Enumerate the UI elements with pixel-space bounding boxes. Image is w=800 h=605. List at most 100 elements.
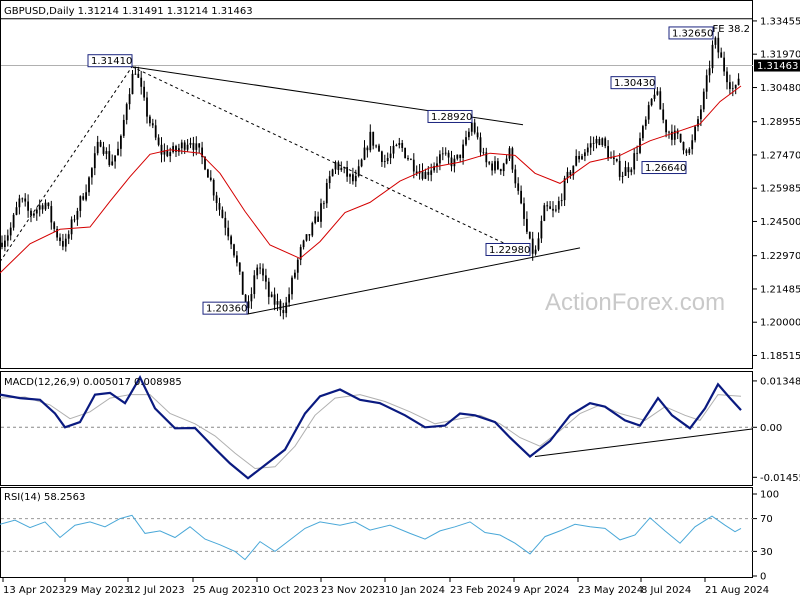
x-tick-label: 23 Nov 2023 bbox=[321, 585, 385, 596]
candle-body bbox=[76, 210, 79, 220]
candle-body bbox=[279, 301, 282, 310]
candle-body bbox=[143, 86, 145, 98]
candle-body bbox=[18, 198, 21, 208]
candle-body bbox=[105, 151, 108, 154]
candle-body bbox=[462, 144, 464, 159]
candle-body bbox=[494, 161, 496, 171]
candle-body bbox=[673, 130, 676, 140]
candle-body bbox=[349, 174, 351, 177]
price-header: GBPUSD,Daily 1.31214 1.31491 1.31214 1.3… bbox=[4, 6, 253, 17]
x-tick-label: 21 Aug 2024 bbox=[705, 585, 769, 596]
candle-body bbox=[323, 203, 325, 205]
candle-body bbox=[157, 137, 160, 145]
candle-body bbox=[15, 207, 18, 215]
candle-body bbox=[215, 195, 218, 204]
candle-body bbox=[288, 294, 290, 303]
candle-body bbox=[169, 152, 172, 157]
candle-body bbox=[468, 131, 470, 138]
candle-body bbox=[540, 220, 543, 239]
fib-label: FE 38.2 bbox=[712, 24, 750, 35]
candle-body bbox=[386, 158, 389, 162]
candle-body bbox=[59, 237, 61, 242]
candle-body bbox=[578, 155, 580, 160]
macd-header: MACD(12,26,9) 0.005017 0.008985 bbox=[4, 377, 182, 388]
candle-body bbox=[476, 132, 479, 138]
candle-body bbox=[526, 218, 528, 232]
candle-body bbox=[688, 149, 691, 154]
candle-body bbox=[308, 234, 311, 236]
macd-trendline bbox=[534, 428, 753, 457]
candle-body bbox=[598, 138, 601, 146]
candle-body bbox=[166, 150, 169, 157]
candle-body bbox=[134, 73, 137, 75]
trendline bbox=[131, 66, 531, 256]
x-tick-label: 29 May 2023 bbox=[65, 585, 130, 596]
candle-body bbox=[302, 240, 305, 248]
x-tick-label: 10 Oct 2023 bbox=[257, 585, 319, 596]
candle-body bbox=[24, 198, 27, 202]
candle-body bbox=[259, 267, 261, 269]
candle-body bbox=[140, 77, 143, 87]
candle-body bbox=[114, 155, 116, 162]
candle-body bbox=[691, 140, 694, 150]
price-panel: 1.33455 1.31970 1.30480 1.28955 1.27470 1.259… bbox=[0, 16, 800, 362]
candle-body bbox=[459, 154, 462, 159]
rsi-line bbox=[0, 514, 742, 561]
candle-body bbox=[212, 179, 215, 196]
x-tick-label: 9 Apr 2024 bbox=[514, 585, 569, 596]
price-label-text: 1.28920 bbox=[431, 112, 472, 123]
candle-body bbox=[601, 138, 604, 146]
candle-body bbox=[183, 142, 186, 150]
candle-body bbox=[381, 151, 383, 163]
macd-y-tick-label: -0.014554 bbox=[760, 473, 800, 484]
price-label-text: 1.22980 bbox=[489, 245, 530, 256]
candle-body bbox=[265, 275, 267, 282]
candle-body bbox=[436, 163, 438, 167]
candle-body bbox=[389, 153, 392, 159]
candle-body bbox=[209, 177, 212, 180]
candle-body bbox=[650, 98, 653, 106]
price-label: 1.26640 bbox=[641, 161, 687, 175]
candle-body bbox=[624, 167, 627, 176]
price-y-tick-label: 1.31970 bbox=[760, 50, 800, 61]
candle-body bbox=[30, 210, 32, 216]
candle-body bbox=[163, 150, 166, 155]
candle-body bbox=[505, 158, 508, 164]
candle-body bbox=[146, 97, 148, 117]
candle-body bbox=[421, 171, 424, 179]
candle-body bbox=[151, 123, 154, 126]
candle-body bbox=[328, 176, 331, 184]
candle-body bbox=[711, 44, 714, 69]
candle-body bbox=[502, 163, 505, 172]
price-y-tick-label: 1.20000 bbox=[760, 318, 800, 329]
macd-panel: 0.013489 0.00 -0.014554 bbox=[0, 375, 800, 484]
price-y-tick-label: 1.30480 bbox=[760, 83, 800, 94]
price-y-tick-label: 1.25985 bbox=[760, 184, 800, 195]
candle-body bbox=[630, 169, 633, 173]
candle-body bbox=[96, 141, 99, 154]
candle-body bbox=[262, 268, 264, 276]
candle-body bbox=[665, 119, 667, 133]
candle-body bbox=[56, 228, 58, 238]
price-label: 1.32650 bbox=[668, 26, 714, 40]
candle-body bbox=[221, 209, 224, 218]
current-price-box bbox=[754, 59, 800, 72]
candle-body bbox=[644, 119, 647, 127]
x-tick-label: 25 Aug 2023 bbox=[193, 585, 257, 596]
price-y-tick-label: 1.24500 bbox=[760, 217, 800, 228]
candle-body bbox=[198, 143, 201, 148]
candle-body bbox=[491, 163, 493, 171]
candle-body bbox=[676, 130, 679, 134]
candle-body bbox=[102, 146, 105, 154]
candle-body bbox=[456, 154, 459, 159]
candle-body bbox=[412, 159, 415, 172]
candle-body bbox=[636, 152, 638, 154]
candle-body bbox=[415, 171, 418, 174]
candle-body bbox=[201, 147, 203, 158]
candle-body bbox=[172, 146, 174, 153]
candle-body bbox=[175, 146, 177, 152]
price-label-text: 1.26640 bbox=[645, 163, 686, 174]
candle-body bbox=[549, 206, 551, 209]
candle-body bbox=[317, 216, 319, 222]
